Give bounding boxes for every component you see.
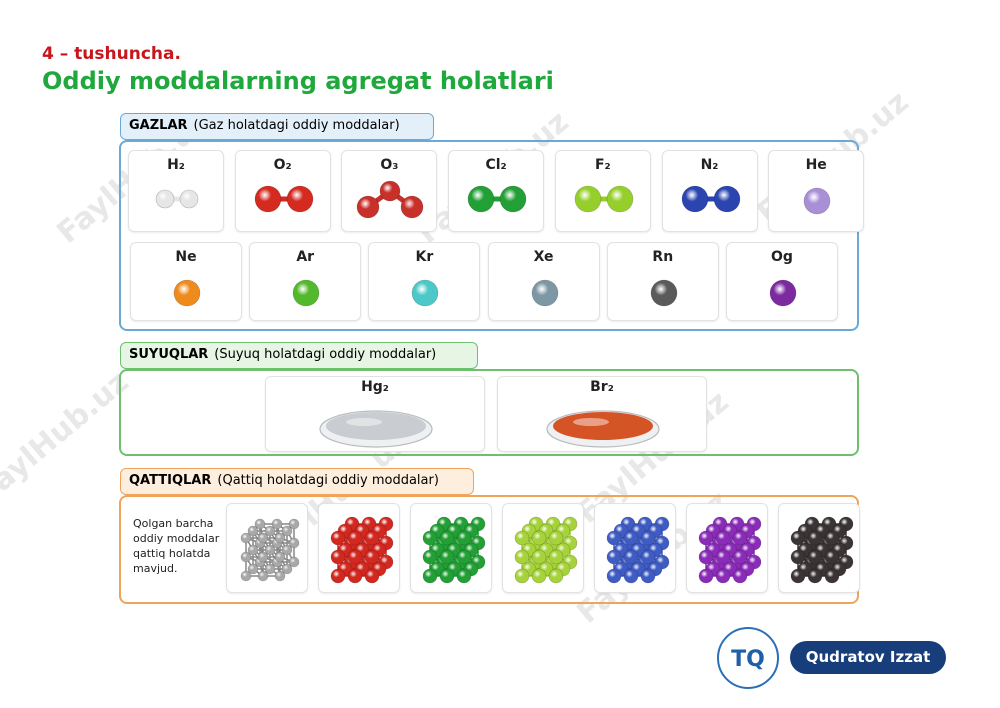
element-label: H₂: [167, 157, 185, 173]
element-card: Ne: [130, 242, 242, 321]
lattice-card: [410, 503, 492, 593]
section-description: (Qattiq holatdagi oddiy moddalar): [217, 473, 439, 488]
section-box: [119, 369, 859, 456]
crystal-lattice: [698, 516, 762, 584]
molecule: [531, 279, 558, 307]
element-label: Rn: [652, 249, 674, 265]
petri-dish: [546, 410, 660, 448]
element-card: O₃: [341, 150, 438, 232]
molecule: [357, 181, 424, 219]
element-label: F₂: [594, 157, 611, 173]
element-card: O₂: [234, 150, 331, 232]
crystal-lattice: [606, 516, 670, 584]
element-card: F₂: [554, 150, 651, 232]
concept-number: 4 – tushuncha.: [42, 44, 181, 64]
element-card: Ar: [249, 242, 362, 321]
crystal-lattice: [240, 518, 300, 582]
lattice-card: [226, 503, 308, 593]
section-description: (Gaz holatdagi oddiy moddalar): [193, 118, 400, 133]
element-label: Og: [771, 249, 793, 265]
element-label: Cl₂: [485, 157, 507, 173]
lattice-card: [318, 503, 400, 593]
element-card: N₂: [661, 150, 758, 232]
molecule: [155, 189, 199, 209]
element-label: He: [805, 157, 827, 173]
author-name: Qudratov Izzat: [790, 641, 946, 674]
liquid-card: Hg₂: [265, 376, 485, 452]
element-card: Cl₂: [448, 150, 545, 232]
section-name: SUYUQLAR: [129, 347, 209, 362]
watermark: FaylHub.uz: [0, 364, 136, 511]
element-label: Ar: [296, 249, 315, 265]
crystal-lattice: [330, 516, 394, 584]
liquid-label: Br₂: [590, 379, 614, 395]
crystal-lattice: [514, 516, 578, 584]
molecule: [574, 185, 634, 213]
lattice-card: [502, 503, 584, 593]
element-label: O₃: [380, 157, 399, 173]
molecule: [254, 185, 313, 213]
element-label: Ne: [175, 249, 197, 265]
element-card: Og: [726, 242, 838, 321]
molecule: [803, 187, 831, 215]
page-title: Oddiy moddalarning agregat holatlari: [42, 67, 554, 95]
molecule: [650, 279, 678, 307]
molecule: [467, 185, 527, 213]
element-label: O₂: [273, 157, 292, 173]
section-name: GAZLAR: [129, 118, 188, 133]
element-card: He: [768, 150, 865, 232]
lattice-card: [778, 503, 860, 593]
section-header: QATTIQLAR (Qattiq holatdagi oddiy moddala…: [120, 468, 474, 495]
element-card: Rn: [606, 242, 719, 321]
crystal-lattice: [422, 516, 486, 584]
liquid-card: Br₂: [497, 376, 707, 452]
section-header: SUYUQLAR (Suyuq holatdagi oddiy moddalar): [120, 342, 478, 369]
section-header: GAZLAR (Gaz holatdagi oddiy moddalar): [120, 113, 434, 140]
molecule: [412, 279, 439, 307]
solids-note: Qolgan barcha oddiy moddalar qattiq hola…: [133, 517, 220, 575]
molecule: [769, 279, 797, 307]
crystal-lattice: [790, 516, 854, 584]
element-label: Kr: [415, 249, 434, 265]
lattice-card: [686, 503, 768, 593]
author-logo: TQ: [717, 627, 779, 689]
element-card: Kr: [368, 242, 481, 321]
logo-text: TQ: [731, 647, 765, 672]
section-name: QATTIQLAR: [129, 473, 212, 488]
lattice-card: [594, 503, 676, 593]
petri-dish: [319, 410, 433, 448]
element-card: Xe: [487, 242, 600, 321]
molecule: [173, 279, 201, 307]
molecule: [292, 279, 320, 307]
section-box: [119, 140, 859, 331]
section-description: (Suyuq holatdagi oddiy moddalar): [214, 347, 437, 362]
element-card: H₂: [128, 150, 224, 232]
element-label: N₂: [700, 157, 719, 173]
liquid-label: Hg₂: [361, 379, 389, 395]
molecule: [681, 185, 740, 213]
element-label: Xe: [533, 249, 554, 265]
